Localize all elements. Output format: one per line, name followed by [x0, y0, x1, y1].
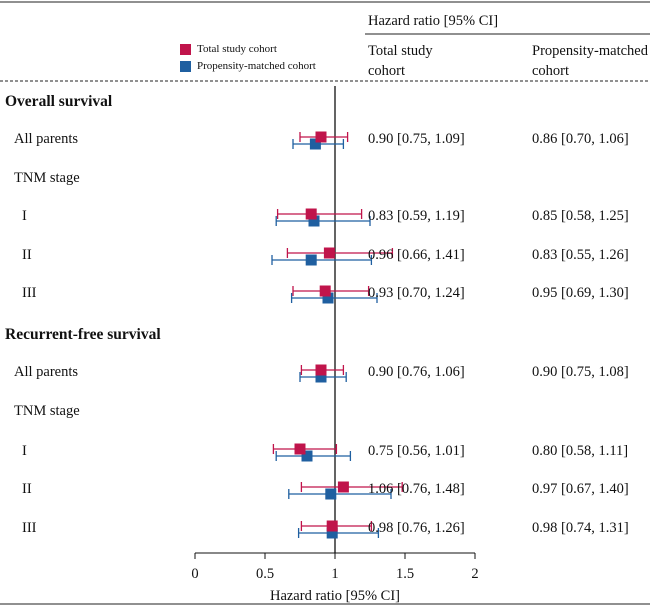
- section-title: Recurrent-free survival: [5, 326, 161, 343]
- matched-hr-value: 0.98 [0.74, 1.31]: [532, 520, 629, 536]
- x-tick-label: 1.5: [396, 566, 414, 582]
- x-tick-label: 0: [191, 566, 198, 582]
- row-label: All parents: [14, 364, 79, 380]
- legend-matched: Propensity-matched cohort: [180, 60, 316, 72]
- total-point: [315, 131, 327, 143]
- matched-hr-value: 0.80 [0.58, 1.11]: [532, 443, 629, 459]
- total-point: [323, 247, 335, 259]
- total-hr-value: 0.96 [0.66, 1.41]: [368, 247, 465, 263]
- total-hr-value: 0.75 [0.56, 1.01]: [368, 443, 465, 459]
- row-label: All parents: [14, 131, 79, 147]
- matched-hr-value: 0.85 [0.58, 1.25]: [532, 208, 629, 224]
- total-hr-value: 0.90 [0.76, 1.06]: [368, 364, 465, 380]
- total-hr-value: 0.98 [0.76, 1.26]: [368, 520, 465, 536]
- total-point: [294, 443, 306, 455]
- x-tick-label: 0.5: [256, 566, 274, 582]
- total-hr-value: 1.06 [0.76, 1.48]: [368, 481, 465, 497]
- row-label: II: [22, 481, 32, 497]
- matched-point: [301, 450, 313, 462]
- legend-matched-label: Propensity-matched cohort: [197, 60, 316, 72]
- matched-point: [315, 371, 327, 383]
- matched-cohort-header-line1: Propensity-matched: [532, 43, 648, 59]
- matched-hr-value: 0.95 [0.69, 1.30]: [532, 285, 629, 301]
- row-label: TNM stage: [14, 403, 80, 419]
- hazard-ratio-header: Hazard ratio [95% CI]: [368, 13, 499, 29]
- total-hr-value: 0.90 [0.75, 1.09]: [368, 131, 465, 147]
- row-label: II: [22, 247, 32, 263]
- matched-point: [326, 527, 338, 539]
- matched-point: [305, 254, 317, 266]
- legend-total-label: Total study cohort: [197, 43, 277, 55]
- total-hr-value: 0.93 [0.70, 1.24]: [368, 285, 465, 301]
- row-label: I: [22, 208, 27, 224]
- total-point: [337, 481, 349, 493]
- matched-hr-value: 0.83 [0.55, 1.26]: [532, 247, 629, 263]
- legend-total-swatch: [180, 43, 191, 55]
- matched-point: [308, 215, 320, 227]
- total-point: [326, 520, 338, 532]
- x-axis-label: Hazard ratio [95% CI]: [270, 588, 400, 604]
- legend-total: Total study cohort: [180, 43, 277, 55]
- total-cohort-header-line2: cohort: [368, 63, 406, 79]
- legend-matched-swatch: [180, 60, 191, 72]
- matched-hr-value: 0.86 [0.70, 1.06]: [532, 131, 629, 147]
- row-label: III: [22, 520, 37, 536]
- x-tick-label: 1: [331, 566, 338, 582]
- total-point: [305, 208, 317, 220]
- total-point: [315, 364, 327, 376]
- row-label: III: [22, 285, 37, 301]
- row-label: I: [22, 443, 27, 459]
- matched-hr-value: 0.90 [0.75, 1.08]: [532, 364, 629, 380]
- matched-point: [325, 488, 337, 500]
- section-title: Overall survival: [5, 93, 113, 110]
- matched-point: [309, 138, 321, 150]
- matched-hr-value: 0.97 [0.67, 1.40]: [532, 481, 629, 497]
- x-tick-label: 2: [471, 566, 478, 582]
- matched-point: [322, 292, 334, 304]
- total-point: [319, 285, 331, 297]
- matched-cohort-header-line2: cohort: [532, 63, 570, 79]
- total-hr-value: 0.83 [0.59, 1.19]: [368, 208, 465, 224]
- total-cohort-header-line1: Total study: [368, 43, 433, 59]
- row-label: TNM stage: [14, 170, 80, 186]
